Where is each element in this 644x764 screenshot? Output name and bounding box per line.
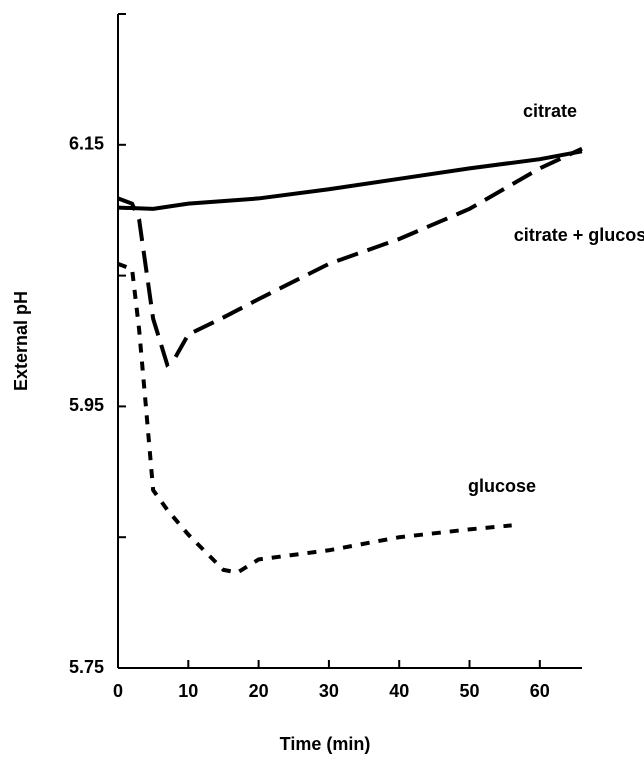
data-line bbox=[117, 146, 583, 368]
series-label: glucose bbox=[468, 476, 536, 496]
x-tick-label: 20 bbox=[249, 681, 269, 701]
x-tick-label: 60 bbox=[530, 681, 550, 701]
series-label: citrate bbox=[523, 101, 577, 121]
y-tick-label: 5.75 bbox=[69, 657, 104, 677]
x-tick-label: 30 bbox=[319, 681, 339, 701]
series-label: citrate + glucose bbox=[514, 225, 644, 245]
y-axis-label: External pH bbox=[11, 291, 31, 391]
x-tick-label: 10 bbox=[178, 681, 198, 701]
x-axis-label: Time (min) bbox=[280, 734, 371, 754]
y-tick-label: 6.15 bbox=[69, 134, 104, 154]
data-line bbox=[117, 149, 583, 211]
x-tick-label: 0 bbox=[113, 681, 123, 701]
y-tick-label: 5.95 bbox=[69, 395, 104, 415]
x-tick-label: 40 bbox=[389, 681, 409, 701]
data-line bbox=[117, 261, 512, 575]
x-tick-label: 50 bbox=[459, 681, 479, 701]
